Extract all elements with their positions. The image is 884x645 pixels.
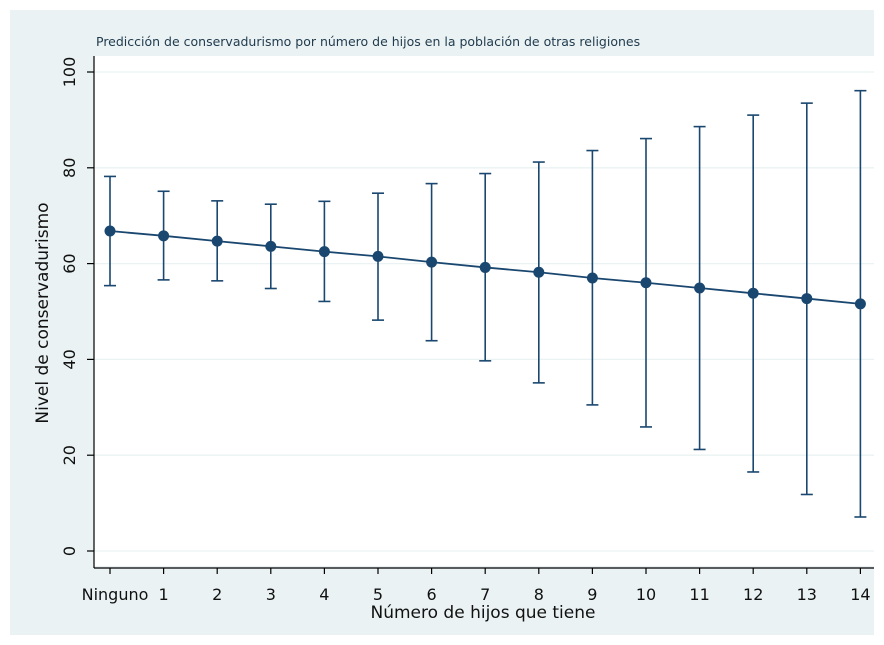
x-tick-labels: Ninguno 1 2 3 4 5 6 7 8 9 10 11 12 13 14 bbox=[82, 585, 871, 604]
x-tick-label: 5 bbox=[373, 585, 383, 604]
y-axis-title: Nivel de conservadurismo bbox=[33, 202, 53, 423]
y-tick-label: 100 bbox=[60, 57, 79, 88]
prediction-markers bbox=[104, 225, 866, 310]
prediction-point bbox=[586, 272, 598, 284]
y-tick-label: 80 bbox=[60, 158, 79, 178]
x-axis-title: Número de hijos que tiene bbox=[371, 603, 596, 623]
x-tick-label: 13 bbox=[797, 585, 817, 604]
prediction-point bbox=[211, 235, 223, 247]
axes bbox=[87, 56, 874, 574]
prediction-point bbox=[640, 277, 652, 289]
x-tick-label: 12 bbox=[743, 585, 763, 604]
y-tick-label: 40 bbox=[60, 349, 79, 369]
y-tick-labels: 0 20 40 60 80 100 bbox=[60, 57, 79, 556]
x-tick-label: 11 bbox=[689, 585, 709, 604]
x-tick-label: Ninguno bbox=[82, 585, 149, 604]
chart-title: Predicción de conservadurismo por número… bbox=[96, 34, 640, 49]
plot-area bbox=[94, 56, 874, 566]
x-tick-label: 1 bbox=[159, 585, 169, 604]
x-tick-label: 6 bbox=[427, 585, 437, 604]
prediction-point bbox=[158, 230, 170, 242]
prediction-point bbox=[479, 261, 491, 273]
x-tick-label: 3 bbox=[266, 585, 276, 604]
prediction-point bbox=[854, 298, 866, 310]
y-tick-label: 0 bbox=[60, 546, 79, 556]
prediction-point bbox=[694, 282, 706, 294]
x-tick-label: 14 bbox=[850, 585, 870, 604]
x-tick-label: 10 bbox=[636, 585, 656, 604]
x-tick-label: 2 bbox=[212, 585, 222, 604]
prediction-point bbox=[265, 240, 277, 252]
x-tick-label: 8 bbox=[534, 585, 544, 604]
prediction-point bbox=[318, 246, 330, 258]
prediction-point bbox=[104, 225, 116, 237]
x-tick-label: 4 bbox=[319, 585, 329, 604]
prediction-point bbox=[747, 287, 759, 299]
prediction-point bbox=[426, 256, 438, 268]
x-tick-label: 9 bbox=[587, 585, 597, 604]
prediction-point bbox=[372, 250, 384, 262]
prediction-point bbox=[533, 266, 545, 278]
y-tick-label: 60 bbox=[60, 253, 79, 273]
y-tick-label: 20 bbox=[60, 445, 79, 465]
prediction-point bbox=[801, 293, 813, 305]
x-tick-label: 7 bbox=[480, 585, 490, 604]
